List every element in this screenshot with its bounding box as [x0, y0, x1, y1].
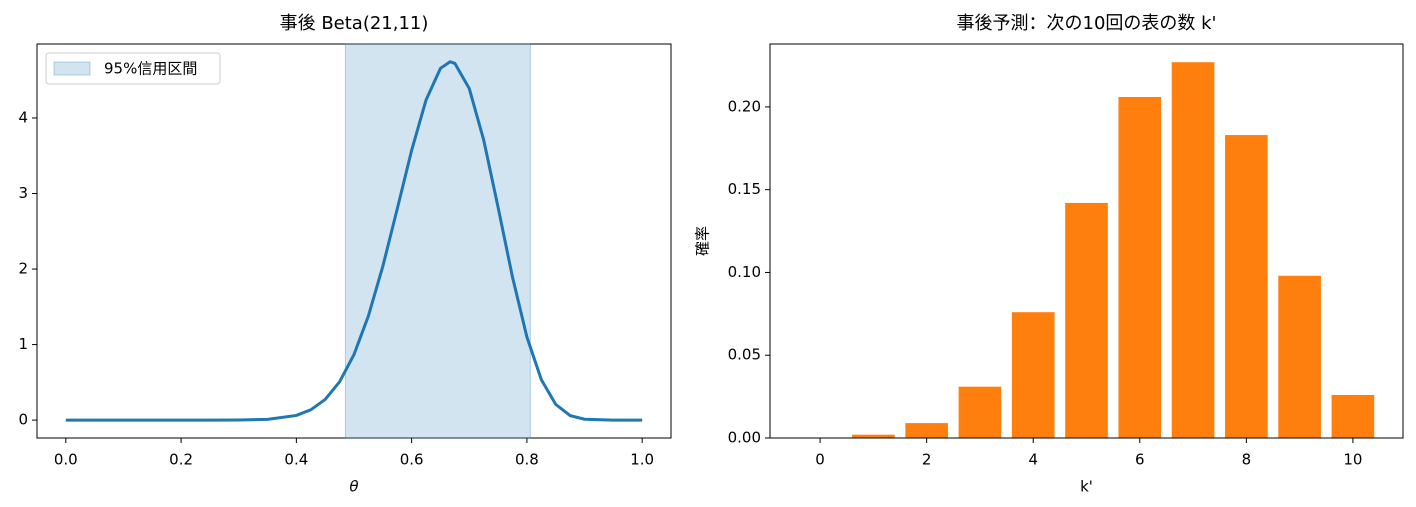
- y-tick-label: 0.05: [728, 346, 761, 364]
- x-tick-label: 0.2: [169, 451, 193, 469]
- x-axis-label: θ: [349, 478, 358, 496]
- y-tick-label: 2: [18, 260, 28, 278]
- y-tick-label: 0.20: [728, 97, 761, 115]
- x-tick-label: 1.0: [630, 451, 654, 469]
- bar: [1225, 135, 1268, 438]
- bar: [1118, 96, 1162, 438]
- legend-swatch: [53, 61, 91, 76]
- y-tick-label: 3: [18, 184, 28, 202]
- bar: [905, 423, 948, 438]
- bar: [1278, 275, 1321, 438]
- y-tick-label: 4: [18, 109, 28, 127]
- x-tick-label: 0.4: [284, 451, 308, 469]
- chart-title: 事後予測：次の10回の表の数 k': [957, 13, 1217, 34]
- x-tick-label: 6: [1135, 451, 1145, 469]
- x-tick-label: 2: [922, 451, 932, 469]
- subplot: 事後予測：次の10回の表の数 k' 0 2 4 6 8 10 0.00 0.05 0.10 0.15…: [694, 13, 1404, 496]
- bar: [852, 434, 895, 438]
- axes-frame: [769, 43, 1404, 439]
- chart-title: 事後 Beta(21,11): [280, 13, 429, 34]
- y-axis-label: 確率: [694, 226, 712, 256]
- x-tick-label: 4: [1028, 451, 1038, 469]
- y-tick-label: 0.10: [728, 263, 761, 281]
- y-tick-label: 1: [18, 335, 28, 353]
- x-tick-label: 0.0: [54, 451, 78, 469]
- subplot: 事後 Beta(21,11) 0.0 0.2 0.4 0.6 0.8 1.0 0 1 2 3 4 θ 95…: [18, 13, 672, 496]
- bar: [1065, 202, 1108, 438]
- credible-interval: [344, 43, 531, 439]
- x-tick-label: 8: [1242, 451, 1252, 469]
- bar: [1331, 394, 1375, 438]
- x-tick-label: 0.6: [400, 451, 424, 469]
- axes-frame: [36, 43, 672, 439]
- x-tick-label: 10: [1343, 451, 1362, 469]
- bar: [1011, 312, 1055, 438]
- line: [65, 60, 643, 422]
- legend-box: [45, 52, 221, 85]
- x-axis-label: k': [1080, 478, 1093, 496]
- x-tick-label: 0.8: [515, 451, 539, 469]
- legend-label: 95%信用区間: [104, 60, 197, 78]
- x-tick-label: 0: [815, 451, 825, 469]
- bar: [958, 386, 1002, 438]
- bar: [1171, 62, 1215, 438]
- y-tick-label: 0.15: [728, 180, 761, 198]
- y-tick-label: 0.00: [728, 429, 761, 447]
- y-tick-label: 0: [18, 411, 28, 429]
